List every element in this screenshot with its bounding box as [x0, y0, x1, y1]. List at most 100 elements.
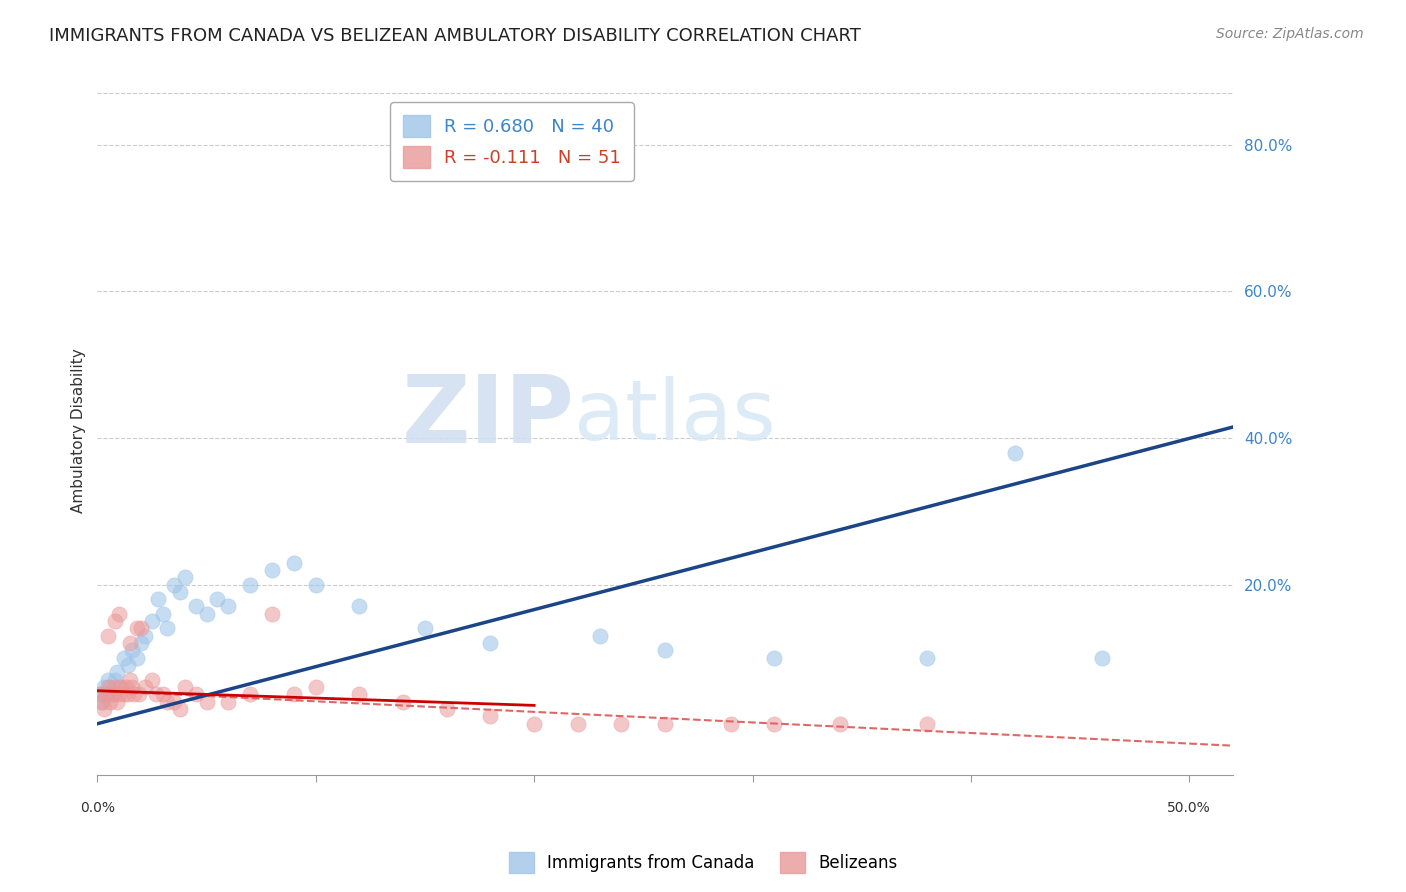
- Point: [104, 614, 127, 628]
- Point: [112, 687, 135, 701]
- Point: [349, 687, 371, 701]
- Point: [436, 702, 458, 716]
- Point: [129, 622, 152, 636]
- Point: [763, 650, 786, 665]
- Point: [184, 687, 207, 701]
- Point: [89, 687, 111, 701]
- Point: [828, 716, 851, 731]
- Point: [610, 716, 633, 731]
- Point: [207, 592, 229, 607]
- Point: [239, 577, 262, 591]
- Point: [1004, 445, 1026, 459]
- Text: IMMIGRANTS FROM CANADA VS BELIZEAN AMBULATORY DISABILITY CORRELATION CHART: IMMIGRANTS FROM CANADA VS BELIZEAN AMBUL…: [49, 27, 860, 45]
- Point: [262, 563, 284, 577]
- Point: [305, 680, 328, 694]
- Point: [94, 687, 117, 701]
- Point: [479, 636, 502, 650]
- Point: [523, 716, 546, 731]
- Point: [163, 695, 186, 709]
- Point: [217, 599, 239, 614]
- Point: [654, 716, 676, 731]
- Point: [349, 599, 371, 614]
- Point: [93, 702, 115, 716]
- Point: [97, 629, 120, 643]
- Point: [100, 695, 122, 709]
- Point: [101, 687, 124, 701]
- Point: [156, 622, 179, 636]
- Point: [105, 665, 128, 680]
- Point: [108, 687, 131, 701]
- Point: [145, 687, 167, 701]
- Point: [105, 695, 128, 709]
- Point: [121, 643, 143, 657]
- Point: [117, 658, 139, 673]
- Point: [283, 556, 305, 570]
- Point: [89, 687, 111, 701]
- Point: [90, 695, 112, 709]
- Point: [108, 607, 131, 621]
- Point: [217, 695, 239, 709]
- Legend: R = 0.680   N = 40, R = -0.111   N = 51: R = 0.680 N = 40, R = -0.111 N = 51: [389, 103, 634, 181]
- Point: [120, 673, 142, 687]
- Point: [104, 680, 127, 694]
- Text: ZIP: ZIP: [402, 371, 574, 463]
- Point: [100, 680, 122, 694]
- Point: [184, 599, 207, 614]
- Point: [720, 716, 742, 731]
- Point: [195, 695, 218, 709]
- Point: [112, 650, 135, 665]
- Point: [654, 643, 676, 657]
- Point: [195, 607, 218, 621]
- Point: [392, 695, 415, 709]
- Point: [128, 687, 150, 701]
- Point: [120, 636, 142, 650]
- Point: [124, 687, 146, 701]
- Point: [125, 650, 148, 665]
- Point: [173, 680, 195, 694]
- Point: [141, 614, 163, 628]
- Point: [283, 687, 305, 701]
- Point: [915, 650, 938, 665]
- Point: [156, 695, 179, 709]
- Point: [239, 687, 262, 701]
- Point: [588, 629, 610, 643]
- Point: [134, 629, 156, 643]
- Point: [413, 622, 436, 636]
- Text: atlas: atlas: [574, 376, 776, 458]
- Point: [915, 716, 938, 731]
- Point: [148, 592, 170, 607]
- Point: [121, 680, 143, 694]
- Point: [141, 673, 163, 687]
- Point: [152, 687, 174, 701]
- Point: [117, 687, 139, 701]
- Y-axis label: Ambulatory Disability: Ambulatory Disability: [72, 348, 86, 513]
- Point: [169, 584, 191, 599]
- Point: [262, 607, 284, 621]
- Point: [97, 673, 120, 687]
- Point: [152, 607, 174, 621]
- Legend: Immigrants from Canada, Belizeans: Immigrants from Canada, Belizeans: [502, 846, 904, 880]
- Point: [125, 622, 148, 636]
- Point: [129, 636, 152, 650]
- Point: [479, 709, 502, 723]
- Point: [305, 577, 328, 591]
- Point: [110, 680, 132, 694]
- Point: [93, 680, 115, 694]
- Point: [97, 680, 120, 694]
- Text: Source: ZipAtlas.com: Source: ZipAtlas.com: [1216, 27, 1364, 41]
- Point: [1091, 650, 1114, 665]
- Text: 0.0%: 0.0%: [80, 801, 115, 814]
- Point: [163, 577, 186, 591]
- Point: [763, 716, 786, 731]
- Point: [169, 702, 191, 716]
- Text: 50.0%: 50.0%: [1167, 801, 1211, 814]
- Point: [90, 695, 112, 709]
- Point: [108, 680, 131, 694]
- Point: [567, 716, 589, 731]
- Point: [134, 680, 156, 694]
- Point: [101, 687, 124, 701]
- Point: [114, 680, 136, 694]
- Point: [173, 570, 195, 584]
- Point: [104, 673, 127, 687]
- Point: [94, 687, 117, 701]
